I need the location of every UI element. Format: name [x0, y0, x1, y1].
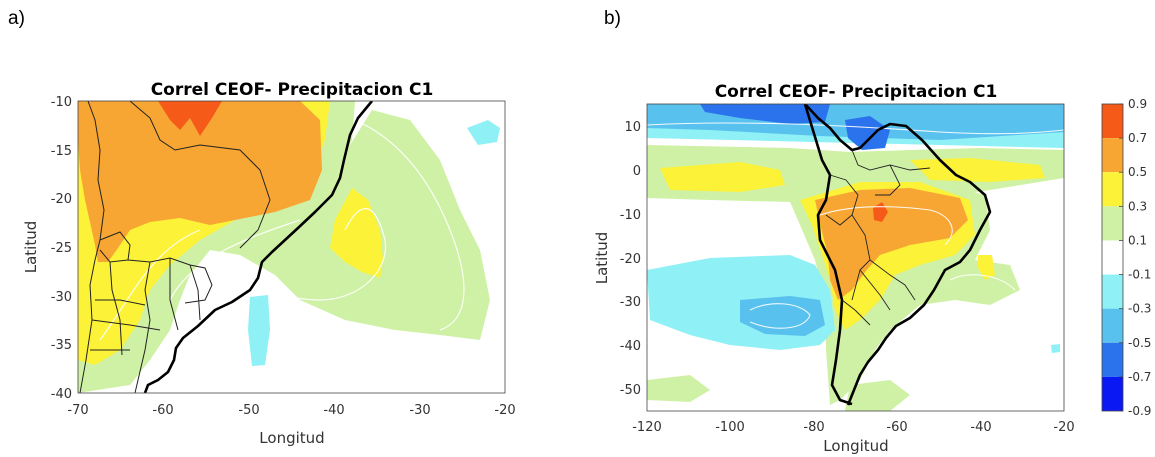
chart-a-xtick: -50 [238, 403, 259, 418]
colorbar-label: -0.3 [1128, 302, 1151, 316]
chart-a-y-ticks: -10 -15 -20 -25 -30 -35 -40 [51, 95, 72, 402]
colorbar-swatch [1102, 172, 1123, 207]
chart-a-xtick: -30 [409, 403, 430, 418]
chart-a-xtick: -20 [494, 403, 515, 418]
chart-b-xtick: -80 [803, 420, 824, 435]
colorbar-label: 0.3 [1128, 199, 1147, 213]
chart-b-region-0.5-0.7 [815, 188, 968, 300]
chart-a-plot-frame [77, 100, 506, 394]
chart-b-ytick: -20 [620, 252, 641, 267]
chart-b-ytick: -40 [620, 339, 641, 354]
colorbar-swatch [1102, 206, 1123, 241]
chart-a-xlabel: Longitud [259, 429, 324, 447]
chart-a-ytick: -25 [51, 241, 72, 256]
colorbar: 0.9 0.7 0.5 0.3 0.1 -0.1 -0.3 -0.5 -0.7 -0.9 [1101, 97, 1151, 418]
chart-b-region-neg-0.5-0.7-caribbean [845, 116, 890, 150]
chart-b-ytick: -50 [620, 383, 641, 398]
colorbar-label: 0.1 [1128, 233, 1147, 247]
chart-b-ytick: -30 [620, 295, 641, 310]
chart-b-xtick: -40 [970, 420, 991, 435]
chart-b-xtick: -120 [632, 420, 662, 435]
chart-b-region-neg-0.5-0.7-north [700, 104, 830, 124]
chart-a-ytick: -30 [51, 290, 72, 305]
colorbar-swatch [1102, 274, 1123, 309]
chart-a-region-neg-0.1-0.3-b [248, 295, 270, 366]
chart-b-xtick: -60 [886, 420, 907, 435]
colorbar-swatch [1102, 104, 1123, 139]
chart-a-region-0.5-0.7 [78, 101, 322, 262]
chart-a: Correl CEOF- Precipitacion C1 -70 -60 -5… [22, 80, 516, 447]
colorbar-swatch [1102, 376, 1123, 411]
chart-b-field [647, 104, 1064, 411]
colorbar-label: -0.5 [1128, 336, 1151, 350]
colorbar-swatch [1102, 138, 1123, 173]
chart-b-x-ticks: -120 -100 -80 -60 -40 -20 [632, 420, 1074, 435]
chart-a-ytick: -40 [51, 387, 72, 402]
colorbar-label: 0.7 [1128, 131, 1147, 145]
chart-b-ytick: 0 [633, 164, 641, 179]
chart-b-ytick: 10 [624, 120, 641, 135]
colorbar-frame [1101, 103, 1124, 412]
colorbar-label: 0.9 [1128, 97, 1147, 111]
chart-b: Correl CEOF- Precipitacion C1 -120 -1 [593, 82, 1151, 455]
chart-a-region-0.3-0.5-ocean [330, 188, 383, 278]
chart-a-ytick: -10 [51, 95, 72, 110]
chart-b-contour-lines [647, 122, 1064, 329]
colorbar-label: -0.1 [1128, 268, 1151, 282]
colorbar-label: 0.5 [1128, 165, 1147, 179]
chart-b-xtick: -100 [715, 420, 745, 435]
chart-a-contour-lines [99, 119, 465, 341]
chart-a-field [78, 101, 505, 393]
chart-a-coastline [143, 101, 374, 393]
panel-letter-b: b) [604, 8, 621, 29]
chart-a-xtick: -40 [323, 403, 344, 418]
chart-a-region-neg-0.1-0.3-a [467, 120, 500, 145]
chart-a-ylabel: Latitud [22, 221, 40, 274]
chart-b-ytick: -10 [620, 208, 641, 223]
chart-a-ytick: -15 [51, 144, 72, 159]
chart-b-ylabel: Latitud [593, 232, 611, 285]
chart-a-xtick: -70 [67, 403, 88, 418]
chart-b-region-neg-0.1-0.3-atlantic-dot [1051, 344, 1060, 353]
colorbar-swatch [1102, 342, 1123, 377]
chart-b-region-0.1-0.3-south-a [647, 375, 710, 402]
colorbar-swatch [1102, 308, 1123, 343]
chart-a-x-ticks: -70 -60 -50 -40 -30 -20 [67, 403, 515, 418]
chart-a-ytick: -20 [51, 192, 72, 207]
chart-a-region-0.7-0.9 [158, 101, 222, 136]
chart-b-region-0.3-0.5-tropical [660, 162, 785, 192]
chart-b-y-ticks: 10 0 -10 -20 -30 -40 -50 [620, 120, 641, 398]
chart-b-region-0.3-0.5-se [978, 255, 995, 280]
colorbar-label: -0.9 [1128, 404, 1151, 418]
chart-b-region-0.1-0.3-south-b [845, 380, 910, 411]
colorbar-swatch [1102, 240, 1123, 275]
chart-a-title: Correl CEOF- Precipitacion C1 [151, 80, 434, 100]
chart-a-ytick: -35 [51, 338, 72, 353]
chart-b-borders [825, 149, 931, 326]
chart-b-xtick: -20 [1053, 420, 1074, 435]
chart-b-xlabel: Longitud [823, 437, 888, 455]
panel-letter-a: a) [8, 8, 25, 29]
chart-a-borders [79, 101, 271, 393]
chart-b-title: Correl CEOF- Precipitacion C1 [715, 82, 998, 102]
colorbar-label: -0.7 [1128, 370, 1151, 384]
chart-a-xtick: -60 [152, 403, 173, 418]
chart-b-plot-frame [646, 103, 1065, 412]
